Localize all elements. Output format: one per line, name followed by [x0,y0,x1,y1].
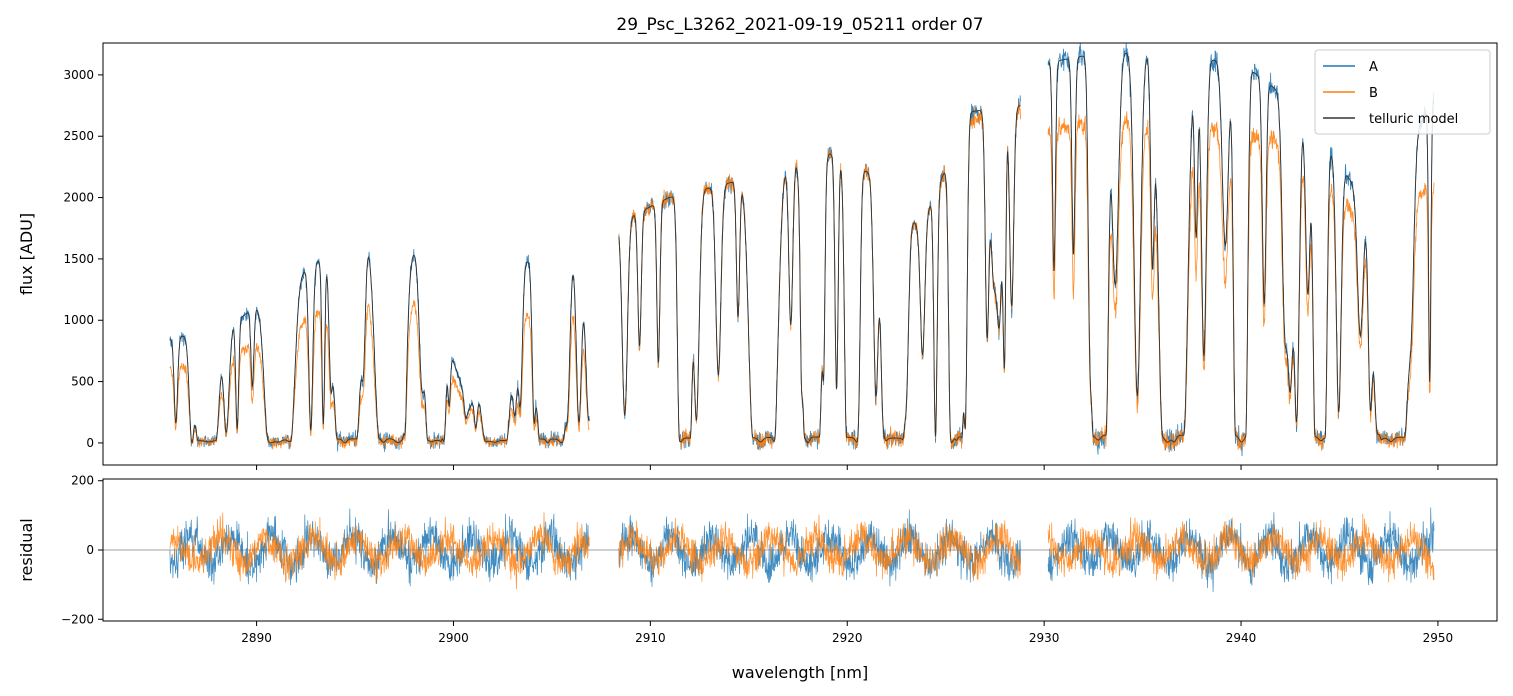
residual-xtick-label: 2940 [1226,631,1257,645]
main-ytick-label: 500 [71,375,94,389]
residual-a-line-0 [169,508,590,587]
legend-box [1314,49,1491,135]
residual-b-line-1 [618,514,1021,582]
residual-plot-area [103,507,1497,592]
residual-ytick-label: 0 [86,543,94,557]
main-axes-frame [102,42,1498,466]
telluric-model-line-1 [618,105,1021,444]
residual-xtick-label: 2900 [438,631,469,645]
legend-label-1: B [1369,86,1378,101]
residual-ytick-label: 200 [71,474,94,488]
residual-xtick-label: 2890 [241,631,272,645]
main-ytick-label: 2000 [63,191,94,205]
telluric-model-line-2 [1048,52,1435,443]
series-b-line-0 [169,300,590,450]
main-ytick-label: 3000 [63,68,94,82]
series-a-line-1 [618,95,1021,450]
residual-xtick-label: 2950 [1423,631,1454,645]
residual-ytick-label: −200 [61,612,94,626]
main-ytick-label: 0 [86,436,94,450]
series-b-line-2 [1047,111,1435,452]
main-ytick-label: 1500 [63,252,94,266]
main-ytick-label: 1000 [63,313,94,327]
residual-b-line-2 [1047,513,1435,583]
y-axis-label-main: flux [ADU] [17,213,36,295]
main-ytick-label: 2500 [63,129,94,143]
legend-label-0: A [1369,60,1378,75]
series-a-line-0 [169,249,590,452]
residual-xtick-label: 2910 [635,631,666,645]
x-axis-label: wavelength [nm] [732,663,869,682]
telluric-model-line-0 [169,254,590,444]
legend-label-2: telluric model [1369,112,1458,127]
residual-xtick-label: 2930 [1029,631,1060,645]
residual-b-line-0 [169,512,590,590]
main-plot-area [169,43,1435,457]
y-axis-label-residual: residual [17,518,36,581]
chart-title: 29_Psc_L3262_2021-09-19_05211 order 07 [616,15,983,35]
series-b-line-1 [618,101,1021,451]
residual-xtick-label: 2920 [832,631,863,645]
residual-a-line-2 [1047,507,1435,592]
